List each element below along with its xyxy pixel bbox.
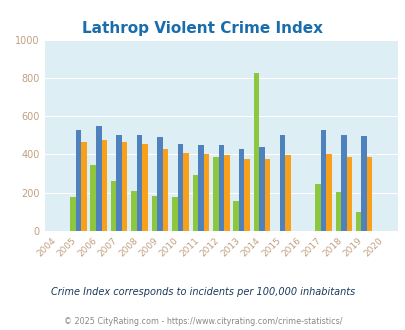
- Bar: [340, 135, 346, 231]
- Bar: [70, 197, 75, 231]
- Bar: [75, 130, 81, 231]
- Bar: [285, 155, 290, 231]
- Bar: [198, 145, 203, 231]
- Bar: [192, 175, 198, 231]
- Bar: [90, 165, 96, 231]
- Bar: [96, 126, 101, 231]
- Bar: [142, 144, 147, 231]
- Bar: [355, 212, 360, 231]
- Text: © 2025 CityRating.com - https://www.cityrating.com/crime-statistics/: © 2025 CityRating.com - https://www.city…: [64, 317, 341, 326]
- Bar: [116, 135, 121, 231]
- Bar: [253, 73, 259, 231]
- Bar: [81, 142, 86, 231]
- Bar: [279, 135, 285, 231]
- Bar: [172, 197, 177, 231]
- Bar: [224, 155, 229, 231]
- Bar: [239, 149, 244, 231]
- Bar: [314, 184, 320, 231]
- Bar: [101, 140, 107, 231]
- Bar: [162, 149, 168, 231]
- Bar: [136, 135, 142, 231]
- Text: Crime Index corresponds to incidents per 100,000 inhabitants: Crime Index corresponds to incidents per…: [51, 287, 354, 297]
- Bar: [325, 154, 331, 231]
- Bar: [366, 157, 371, 231]
- Bar: [213, 157, 218, 231]
- Bar: [244, 159, 249, 231]
- Bar: [218, 145, 224, 231]
- Bar: [264, 159, 270, 231]
- Bar: [203, 154, 209, 231]
- Bar: [151, 196, 157, 231]
- Bar: [177, 144, 183, 231]
- Text: Lathrop Violent Crime Index: Lathrop Violent Crime Index: [82, 21, 323, 36]
- Bar: [111, 181, 116, 231]
- Bar: [259, 147, 264, 231]
- Bar: [360, 136, 366, 231]
- Bar: [335, 192, 340, 231]
- Bar: [157, 137, 162, 231]
- Bar: [131, 191, 136, 231]
- Bar: [346, 157, 351, 231]
- Bar: [183, 152, 188, 231]
- Bar: [320, 130, 325, 231]
- Bar: [233, 201, 239, 231]
- Bar: [122, 142, 127, 231]
